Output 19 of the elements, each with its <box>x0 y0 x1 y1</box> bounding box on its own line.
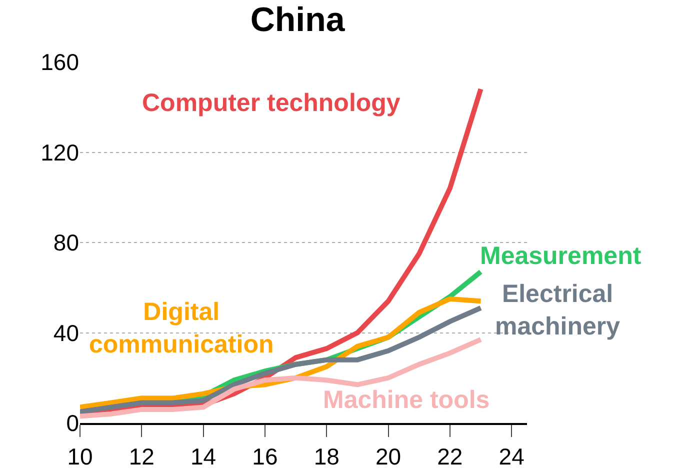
series-label: Electrical machinery <box>495 280 620 340</box>
text: Computer technology <box>142 89 400 117</box>
y-tick-label: 80 <box>53 230 79 256</box>
x-tick-label: 14 <box>190 443 216 469</box>
x-tick-label: 12 <box>128 443 154 469</box>
series-label: Measurement <box>480 242 642 270</box>
y-tick-label: 0 <box>66 410 79 436</box>
y-tick-label: 40 <box>53 320 79 346</box>
y-tick-label: 160 <box>40 49 79 76</box>
series-label: Machine tools <box>323 386 490 414</box>
x-tick-label: 10 <box>67 443 93 469</box>
chart-title: China <box>250 0 346 39</box>
x-tick-label: 22 <box>437 443 463 469</box>
x-tick-label: 18 <box>314 443 340 469</box>
series-label: Digital communication <box>89 298 274 358</box>
x-tick-label: 24 <box>498 443 525 469</box>
y-tick-label: 120 <box>40 139 79 166</box>
x-tick-label: 16 <box>252 443 278 469</box>
x-tick-label: 20 <box>375 443 402 469</box>
